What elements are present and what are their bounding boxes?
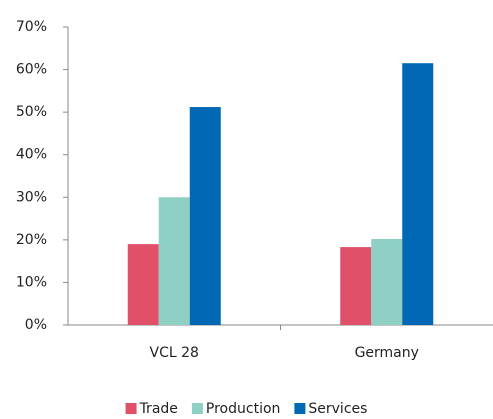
legend-swatch [294,403,306,414]
x-tick-label: VCL 28 [150,345,199,361]
legend-label: Services [308,401,367,417]
y-tick-label: 10% [16,274,47,290]
bar [402,63,434,325]
y-tick-label: 30% [16,189,47,205]
bar [189,107,221,325]
y-tick-label: 20% [16,232,47,248]
legend-label: Trade [139,401,178,417]
legend-label: Production [206,401,280,417]
y-tick-label: 50% [16,104,47,120]
legend-swatch [191,403,203,414]
y-tick-label: 70% [16,19,47,35]
x-tick-label: Germany [355,345,419,361]
bar [371,239,403,325]
bar [158,197,190,325]
y-tick-label: 40% [16,147,47,163]
bar [340,247,372,325]
y-tick-label: 0% [25,317,47,333]
y-tick-label: 60% [16,62,47,78]
legend-swatch [125,403,137,414]
bar [127,244,159,325]
